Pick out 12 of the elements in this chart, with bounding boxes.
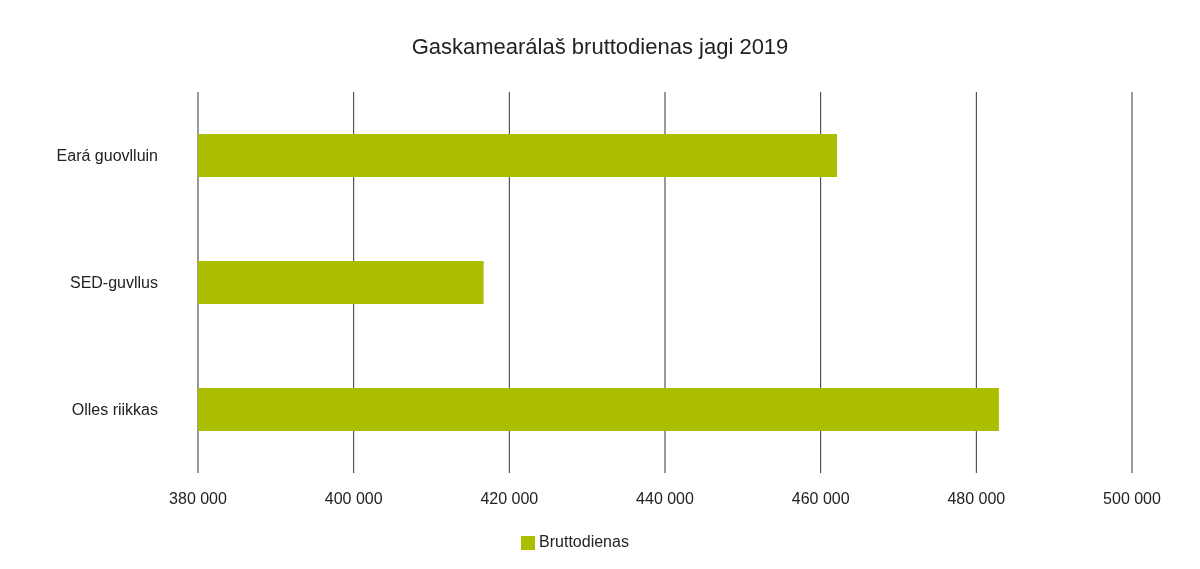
x-tick-label: 500 000 bbox=[1103, 490, 1162, 508]
x-tick-label: 380 000 bbox=[169, 490, 228, 508]
legend-label: Bruttodienas bbox=[539, 533, 629, 550]
x-tick-label: 440 000 bbox=[636, 490, 695, 508]
chart-title: Gaskamearálaš bruttodienas jagi 2019 bbox=[410, 33, 790, 61]
x-tick-label: 460 000 bbox=[791, 490, 850, 508]
y-tick-label: Olles riikkas bbox=[71, 401, 158, 419]
y-tick-label: SED-guvllus bbox=[69, 274, 158, 292]
y-tick-label: Eará guovlluin bbox=[56, 147, 158, 165]
x-tick-label: 480 000 bbox=[947, 490, 1006, 508]
x-tick-label: 400 000 bbox=[324, 490, 383, 508]
x-tick-label: 420 000 bbox=[480, 490, 539, 508]
